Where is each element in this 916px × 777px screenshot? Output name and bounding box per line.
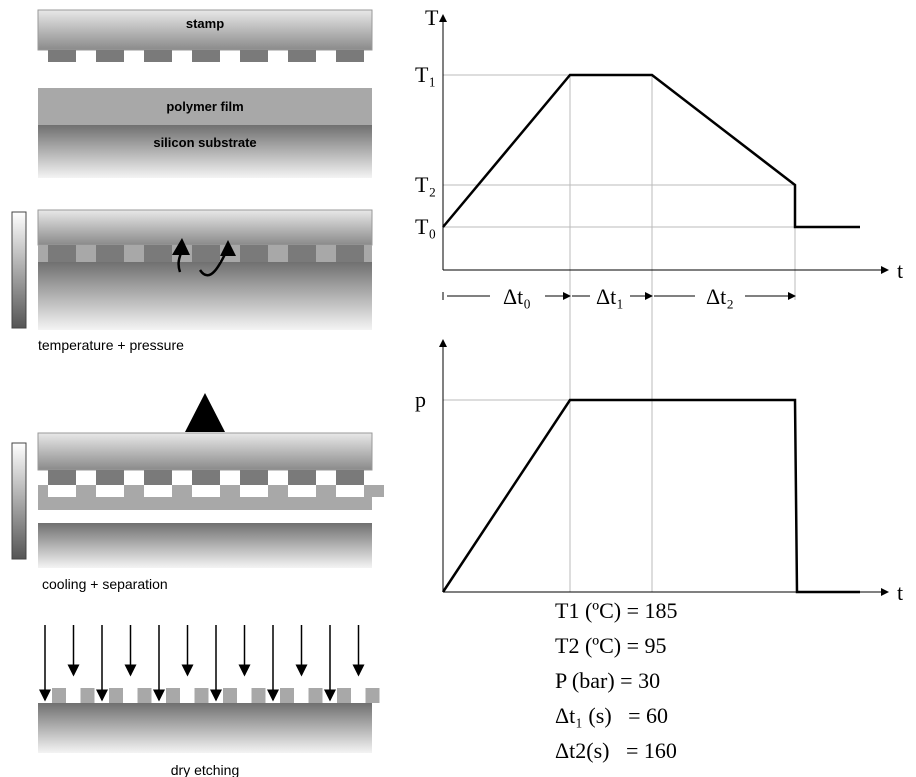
label: temperature + pressure [38,337,184,353]
temperature-graph: T t T₁ T₂ T₀ Δt₀ Δt₁ Δt₂ [415,5,903,592]
stamp-tooth [288,470,316,485]
substrate [38,262,372,330]
arrowheads [172,238,236,256]
pressure-curve [441,398,860,594]
parameter: Δt2(s) = 160 [555,738,677,763]
film-feature [308,688,323,703]
substrate [38,703,372,753]
label: polymer film [166,99,243,114]
temp-bar [11,442,27,560]
interval: Δt₁ [596,284,624,309]
parameter: T1 (ºC) = 185 [555,598,678,623]
film-feature [278,485,288,497]
interval: Δt₂ [706,284,734,309]
label: cooling + separation [42,576,168,592]
film-feature [80,688,95,703]
film-feature [38,485,48,497]
axis-label: t [897,580,903,605]
film-feature [365,688,380,703]
stamp-tooth [336,245,364,262]
label: dry etching [171,762,239,777]
stamp-tooth [144,50,172,62]
stamp-tooth [240,470,268,485]
parameter: Δt₁ (s) = 60 [555,703,668,728]
stamp-tooth [240,245,268,262]
stamp-tooth [144,245,172,262]
stamp-tooth [96,470,124,485]
stamp [37,209,373,246]
stamp-tooth [192,245,220,262]
axis-label: T [425,5,439,30]
axis-label: t [897,258,903,283]
temp-curve [442,73,860,229]
film-feature [364,485,384,497]
stamp-tooth [192,50,220,62]
stamp-tooth [48,245,76,262]
parameters: T1 (ºC) = 185 T2 (ºC) = 95 P (bar) = 30 … [555,598,678,763]
stamp-tooth [96,245,124,262]
parameter: T2 (ºC) = 95 [555,633,667,658]
film-feature [182,485,192,497]
polymer-film [38,497,372,510]
stamp-tooth [240,50,268,62]
film-feature [52,688,66,703]
stamp-tooth [144,470,172,485]
stamp [37,432,373,471]
polymer-film [38,88,372,125]
process-steps: stamp polymer film silicon substrate temper… [11,9,384,777]
lift-arrow [185,393,225,432]
stamp-tooth [288,245,316,262]
film-feature [251,688,266,703]
parameter: P (bar) = 30 [555,668,660,693]
stamp-tooth [336,470,364,485]
film-feature [166,688,180,703]
stamp-tooth [336,50,364,62]
stamp-tooth [288,50,316,62]
film-feature [337,688,351,703]
level: T₁ [415,62,436,87]
film-feature [326,485,336,497]
film-feature [223,688,237,703]
film-feature [230,485,240,497]
film-feature [109,688,123,703]
interval: Δt₀ [503,284,531,309]
substrate [38,523,372,568]
film-feature [134,485,144,497]
stamp [37,9,373,51]
stamp-tooth [96,50,124,62]
film-feature [280,688,294,703]
pressure-graph: p t [415,339,903,605]
stamp-tooth [48,470,76,485]
label: stamp [186,16,224,31]
stamp-tooth [192,470,220,485]
stamp-tooth [48,50,76,62]
label: silicon substrate [153,135,256,150]
film-feature [137,688,152,703]
axis-label: p [415,387,426,412]
film-feature [194,688,209,703]
film-feature [86,485,96,497]
level: T₂ [415,172,436,197]
level: T₀ [415,214,436,239]
substrate [38,125,372,178]
temp-bar [11,211,27,329]
